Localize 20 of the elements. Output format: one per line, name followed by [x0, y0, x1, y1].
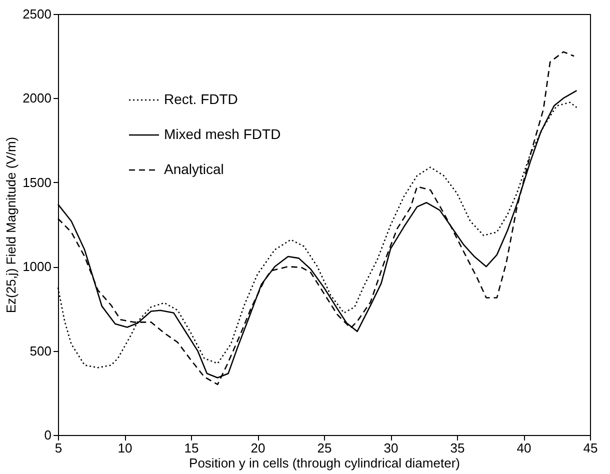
y-tick-label: 1000	[22, 259, 52, 274]
x-tick-label: 35	[450, 440, 465, 456]
legend-label: Rect. FDTD	[164, 91, 238, 107]
y-tick-label: 2000	[22, 90, 52, 106]
x-tick-label: 5	[54, 440, 62, 456]
y-tick-label: 2500	[22, 6, 52, 22]
y-tick-label: 500	[30, 343, 52, 358]
x-tick-label: 15	[184, 440, 199, 456]
x-tick-label: 40	[516, 440, 532, 456]
x-tick-label: 10	[118, 440, 132, 456]
y-tick-label: 0	[44, 428, 52, 442]
x-tick-label: 30	[384, 440, 398, 456]
legend-label: Mixed mesh FDTD	[164, 126, 281, 142]
y-axis-title: Ez(25,j) Field Magnitude (V/m)	[4, 136, 19, 314]
x-tick-label: 45	[583, 440, 598, 456]
x-tick-label: 20	[250, 440, 266, 456]
x-axis-title: Position y in cells (through cylindrical diameter)	[189, 456, 460, 470]
y-tick-label: 1500	[22, 174, 52, 190]
legend-label: Analytical	[164, 161, 224, 177]
x-tick-label: 25	[317, 440, 332, 456]
